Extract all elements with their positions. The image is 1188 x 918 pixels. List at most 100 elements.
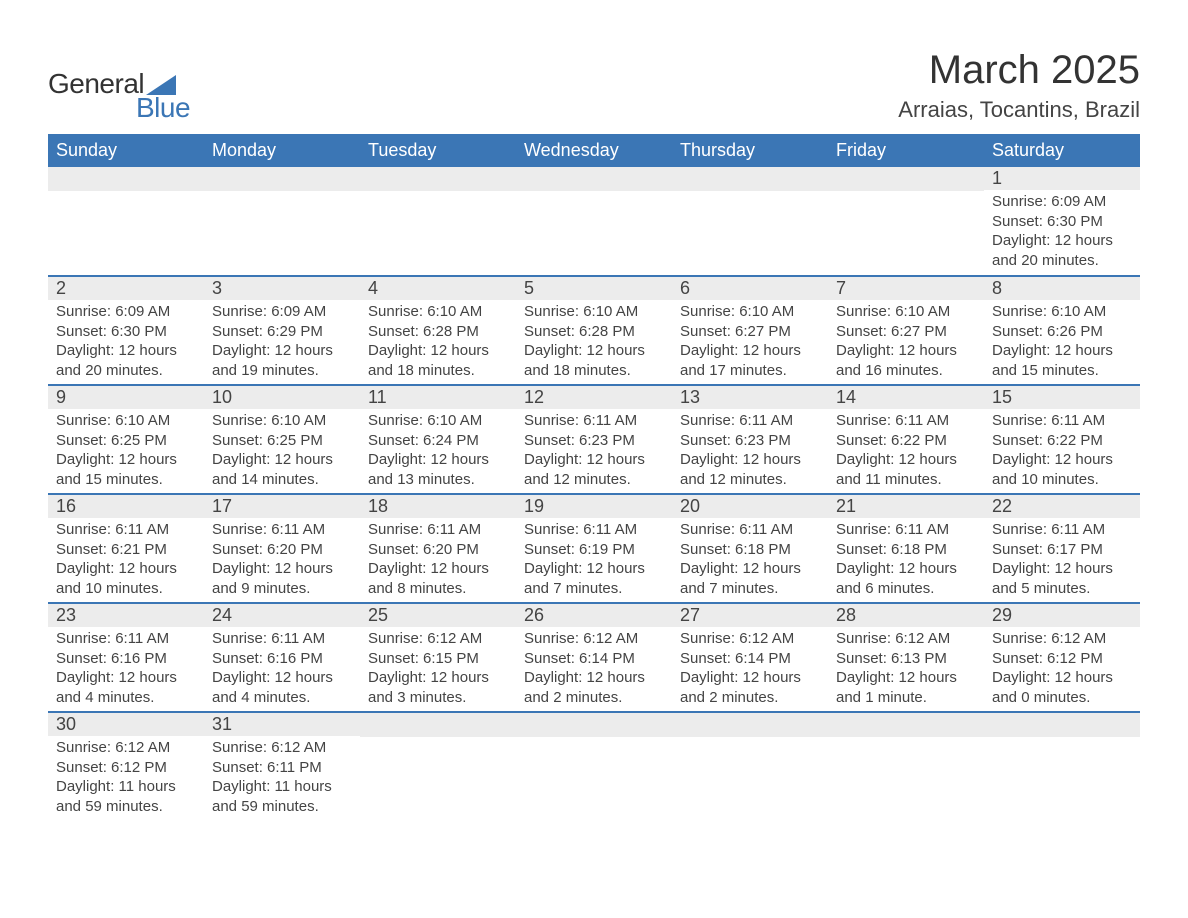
sunset-line: Sunset: 6:26 PM bbox=[992, 322, 1132, 342]
day-number: 5 bbox=[516, 277, 672, 300]
day-detail: Sunrise: 6:11 AMSunset: 6:23 PMDaylight:… bbox=[672, 409, 828, 493]
day-detail: Sunrise: 6:10 AMSunset: 6:27 PMDaylight:… bbox=[672, 300, 828, 384]
day-detail-empty bbox=[360, 191, 516, 275]
day-detail: Sunrise: 6:11 AMSunset: 6:22 PMDaylight:… bbox=[828, 409, 984, 493]
sunrise-line: Sunrise: 6:12 AM bbox=[836, 629, 976, 649]
sunrise-line: Sunrise: 6:10 AM bbox=[680, 302, 820, 322]
calendar-cell: 29Sunrise: 6:12 AMSunset: 6:12 PMDayligh… bbox=[984, 603, 1140, 712]
day-number: 15 bbox=[984, 386, 1140, 409]
day-detail-empty bbox=[984, 737, 1140, 743]
day-header: Monday bbox=[204, 134, 360, 167]
calendar-cell: 19Sunrise: 6:11 AMSunset: 6:19 PMDayligh… bbox=[516, 494, 672, 603]
daylight-line: Daylight: 12 hours and 12 minutes. bbox=[680, 450, 820, 489]
day-number: 17 bbox=[204, 495, 360, 518]
day-number: 11 bbox=[360, 386, 516, 409]
calendar-cell: 22Sunrise: 6:11 AMSunset: 6:17 PMDayligh… bbox=[984, 494, 1140, 603]
day-number: 23 bbox=[48, 604, 204, 627]
sunset-line: Sunset: 6:23 PM bbox=[680, 431, 820, 451]
calendar-cell: 4Sunrise: 6:10 AMSunset: 6:28 PMDaylight… bbox=[360, 276, 516, 385]
day-header: Wednesday bbox=[516, 134, 672, 167]
calendar-cell bbox=[360, 167, 516, 276]
day-detail-empty bbox=[48, 191, 204, 275]
sunset-line: Sunset: 6:27 PM bbox=[680, 322, 820, 342]
sunrise-line: Sunrise: 6:10 AM bbox=[992, 302, 1132, 322]
day-detail: Sunrise: 6:11 AMSunset: 6:16 PMDaylight:… bbox=[204, 627, 360, 711]
day-number: 21 bbox=[828, 495, 984, 518]
sunset-line: Sunset: 6:18 PM bbox=[836, 540, 976, 560]
sunrise-line: Sunrise: 6:10 AM bbox=[212, 411, 352, 431]
calendar-week: 2Sunrise: 6:09 AMSunset: 6:30 PMDaylight… bbox=[48, 276, 1140, 385]
day-detail: Sunrise: 6:12 AMSunset: 6:14 PMDaylight:… bbox=[516, 627, 672, 711]
day-number: 19 bbox=[516, 495, 672, 518]
sunset-line: Sunset: 6:19 PM bbox=[524, 540, 664, 560]
daylight-line: Daylight: 12 hours and 19 minutes. bbox=[212, 341, 352, 380]
sunset-line: Sunset: 6:29 PM bbox=[212, 322, 352, 342]
calendar-cell: 23Sunrise: 6:11 AMSunset: 6:16 PMDayligh… bbox=[48, 603, 204, 712]
calendar-cell: 13Sunrise: 6:11 AMSunset: 6:23 PMDayligh… bbox=[672, 385, 828, 494]
sunrise-line: Sunrise: 6:10 AM bbox=[524, 302, 664, 322]
daylight-line: Daylight: 12 hours and 8 minutes. bbox=[368, 559, 508, 598]
daylight-line: Daylight: 12 hours and 10 minutes. bbox=[992, 450, 1132, 489]
day-detail-empty bbox=[516, 737, 672, 743]
daylight-line: Daylight: 12 hours and 2 minutes. bbox=[680, 668, 820, 707]
calendar-cell bbox=[516, 167, 672, 276]
sunset-line: Sunset: 6:11 PM bbox=[212, 758, 352, 778]
sunrise-line: Sunrise: 6:11 AM bbox=[992, 520, 1132, 540]
day-number: 20 bbox=[672, 495, 828, 518]
day-number: 22 bbox=[984, 495, 1140, 518]
daylight-line: Daylight: 12 hours and 20 minutes. bbox=[992, 231, 1132, 270]
calendar-cell: 30Sunrise: 6:12 AMSunset: 6:12 PMDayligh… bbox=[48, 712, 204, 820]
sunrise-line: Sunrise: 6:11 AM bbox=[212, 520, 352, 540]
day-number bbox=[360, 713, 516, 737]
sunset-line: Sunset: 6:17 PM bbox=[992, 540, 1132, 560]
day-header: Tuesday bbox=[360, 134, 516, 167]
day-number bbox=[516, 713, 672, 737]
calendar-cell: 28Sunrise: 6:12 AMSunset: 6:13 PMDayligh… bbox=[828, 603, 984, 712]
daylight-line: Daylight: 12 hours and 18 minutes. bbox=[524, 341, 664, 380]
sunset-line: Sunset: 6:25 PM bbox=[56, 431, 196, 451]
day-detail: Sunrise: 6:11 AMSunset: 6:22 PMDaylight:… bbox=[984, 409, 1140, 493]
sunrise-line: Sunrise: 6:11 AM bbox=[524, 520, 664, 540]
day-detail-empty bbox=[204, 191, 360, 275]
day-detail-empty bbox=[672, 191, 828, 275]
calendar-cell: 21Sunrise: 6:11 AMSunset: 6:18 PMDayligh… bbox=[828, 494, 984, 603]
sunset-line: Sunset: 6:18 PM bbox=[680, 540, 820, 560]
day-detail: Sunrise: 6:11 AMSunset: 6:21 PMDaylight:… bbox=[48, 518, 204, 602]
day-number: 25 bbox=[360, 604, 516, 627]
calendar-cell bbox=[672, 167, 828, 276]
logo-text-blue: Blue bbox=[136, 92, 190, 124]
sunrise-line: Sunrise: 6:09 AM bbox=[992, 192, 1132, 212]
calendar-cell: 14Sunrise: 6:11 AMSunset: 6:22 PMDayligh… bbox=[828, 385, 984, 494]
day-detail: Sunrise: 6:10 AMSunset: 6:25 PMDaylight:… bbox=[48, 409, 204, 493]
day-detail: Sunrise: 6:10 AMSunset: 6:27 PMDaylight:… bbox=[828, 300, 984, 384]
sunset-line: Sunset: 6:28 PM bbox=[524, 322, 664, 342]
sunrise-line: Sunrise: 6:12 AM bbox=[524, 629, 664, 649]
location-subtitle: Arraias, Tocantins, Brazil bbox=[898, 97, 1140, 123]
sunset-line: Sunset: 6:22 PM bbox=[992, 431, 1132, 451]
calendar-week: 30Sunrise: 6:12 AMSunset: 6:12 PMDayligh… bbox=[48, 712, 1140, 820]
daylight-line: Daylight: 12 hours and 18 minutes. bbox=[368, 341, 508, 380]
month-title: March 2025 bbox=[898, 48, 1140, 93]
calendar-cell: 20Sunrise: 6:11 AMSunset: 6:18 PMDayligh… bbox=[672, 494, 828, 603]
day-number: 31 bbox=[204, 713, 360, 736]
sunrise-line: Sunrise: 6:10 AM bbox=[56, 411, 196, 431]
sunset-line: Sunset: 6:14 PM bbox=[524, 649, 664, 669]
sunrise-line: Sunrise: 6:11 AM bbox=[524, 411, 664, 431]
daylight-line: Daylight: 12 hours and 4 minutes. bbox=[212, 668, 352, 707]
sunset-line: Sunset: 6:20 PM bbox=[212, 540, 352, 560]
day-number: 10 bbox=[204, 386, 360, 409]
day-detail: Sunrise: 6:09 AMSunset: 6:29 PMDaylight:… bbox=[204, 300, 360, 384]
sunrise-line: Sunrise: 6:10 AM bbox=[368, 411, 508, 431]
calendar-cell: 9Sunrise: 6:10 AMSunset: 6:25 PMDaylight… bbox=[48, 385, 204, 494]
sunset-line: Sunset: 6:23 PM bbox=[524, 431, 664, 451]
day-number bbox=[828, 167, 984, 191]
sunrise-line: Sunrise: 6:11 AM bbox=[56, 520, 196, 540]
sunset-line: Sunset: 6:22 PM bbox=[836, 431, 976, 451]
daylight-line: Daylight: 12 hours and 15 minutes. bbox=[992, 341, 1132, 380]
day-detail: Sunrise: 6:12 AMSunset: 6:12 PMDaylight:… bbox=[48, 736, 204, 820]
sunrise-line: Sunrise: 6:11 AM bbox=[992, 411, 1132, 431]
calendar-cell: 18Sunrise: 6:11 AMSunset: 6:20 PMDayligh… bbox=[360, 494, 516, 603]
day-detail: Sunrise: 6:11 AMSunset: 6:17 PMDaylight:… bbox=[984, 518, 1140, 602]
calendar-cell bbox=[672, 712, 828, 820]
sunset-line: Sunset: 6:25 PM bbox=[212, 431, 352, 451]
